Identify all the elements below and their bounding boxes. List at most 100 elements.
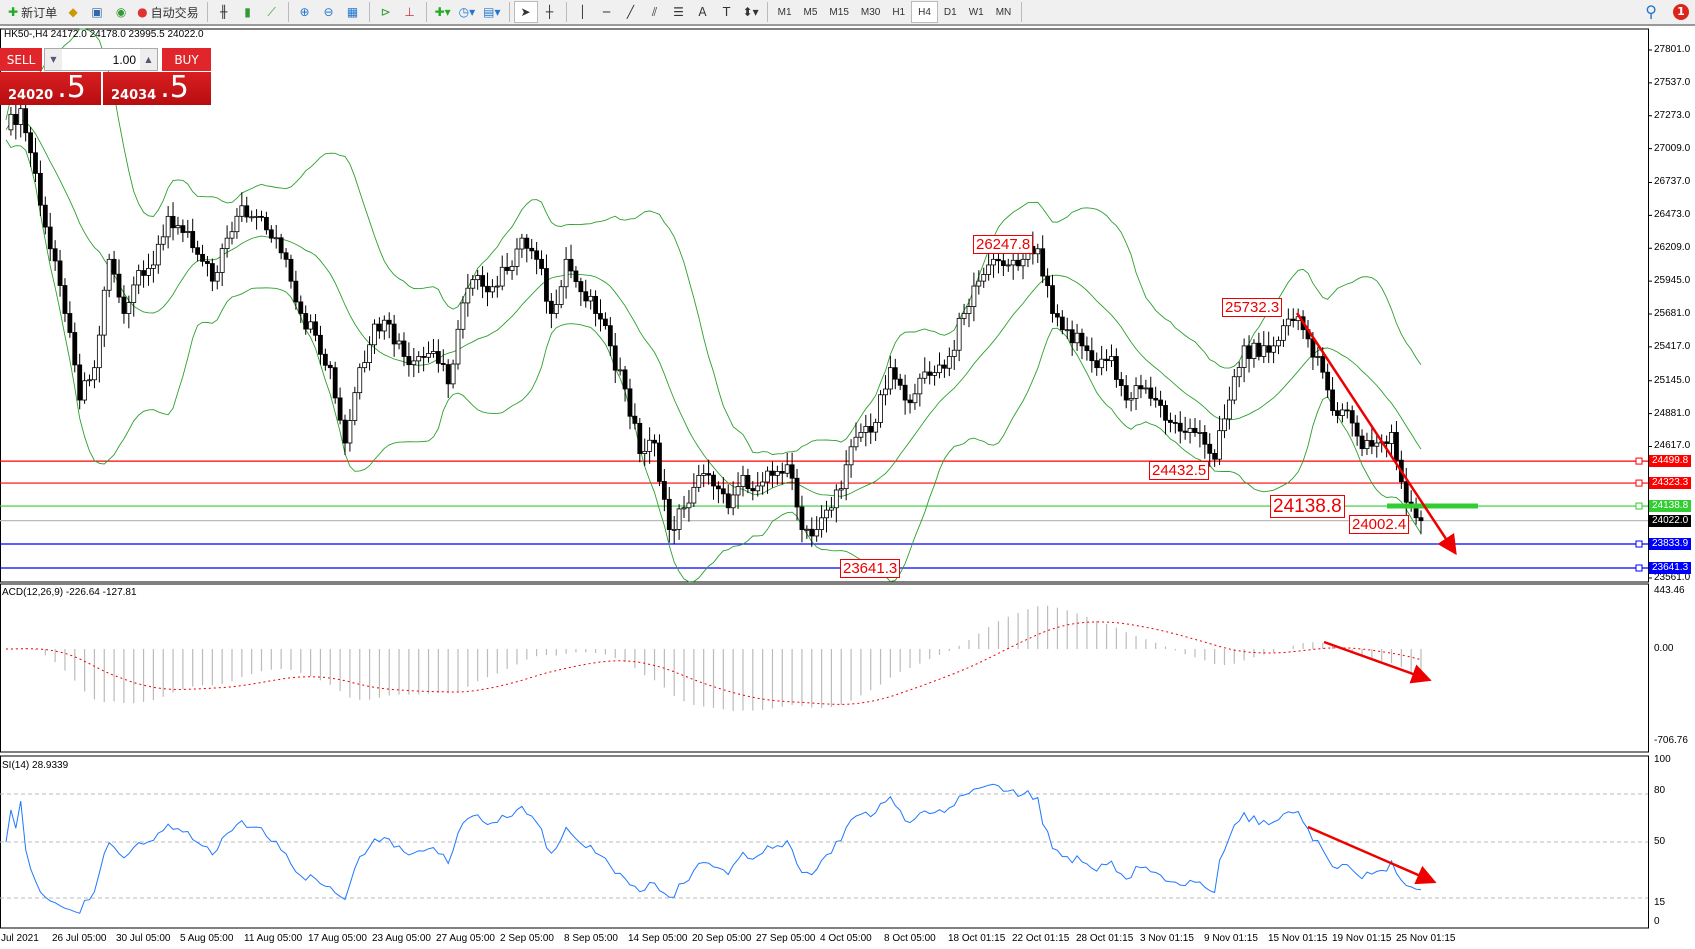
candle-body [249,216,255,219]
candle-body [622,369,628,390]
candle-body [283,252,289,260]
candle-body [519,237,525,250]
candlestick-button[interactable]: ▮ [236,1,260,23]
candle-body [435,351,441,364]
buy-price[interactable]: 24034.5 [103,72,211,105]
separator [1021,2,1023,22]
zoom-out-button[interactable]: ⊖ [317,1,341,23]
indicators-button[interactable]: ✚▾ [431,1,455,23]
fibonacci-fan-button[interactable]: ⫽ [643,1,667,23]
candle-body [18,108,24,125]
separator [287,2,289,22]
vertical-line-button[interactable]: │ [571,1,595,23]
candle-body [922,371,928,379]
candle-body [1202,432,1208,445]
candle-body [1059,316,1065,331]
increase-lot-button[interactable]: ▲ [140,49,157,70]
buy-button[interactable]: BUY [162,48,211,71]
time-axis-label: 11 Aug 05:00 [244,933,303,944]
candle-body [1187,427,1193,433]
trendline-button[interactable]: ╱ [619,1,643,23]
candle-body [1251,342,1257,359]
candle-body [912,393,918,404]
text-label-button[interactable]: T [715,1,739,23]
lot-size-input[interactable]: ▼ 1.00 ▲ [44,48,158,71]
candle-body [593,295,598,314]
candle-body [205,260,210,264]
candle-body [1325,371,1331,391]
candle-body [553,304,559,314]
candle-body [185,231,191,233]
candle-body [1212,452,1218,460]
templates-button[interactable]: ▤▾ [479,1,504,23]
time-axis-label: 28 Oct 01:15 [1076,933,1134,944]
candle-body [87,379,92,382]
lot-value[interactable]: 1.00 [112,52,136,67]
arrows-button[interactable]: ⬍▾ [739,1,763,23]
zoom-in-button[interactable]: ⊕ [293,1,317,23]
tile-windows-button[interactable]: ▦ [341,1,365,23]
candle-body [342,419,348,444]
candle-body [72,332,78,366]
candle-body [318,334,323,355]
chart-shift-button[interactable]: ⊳ [374,1,398,23]
candle-body [789,464,795,479]
search-icon[interactable]: ⚲ [1645,2,1657,21]
candle-body [62,285,68,314]
periods-button[interactable]: ◷▾ [455,1,480,23]
annotation-high-2: 25732.3 [1222,298,1283,317]
candle-body [150,264,156,269]
candle-body [883,388,888,396]
signals-button[interactable]: ◉ [109,1,133,23]
candle-body [57,260,63,286]
timeframe-mn[interactable]: MN [995,6,1012,18]
notification-badge[interactable]: 1 [1673,3,1689,20]
timeframe-m15[interactable]: M15 [829,6,849,18]
candle-body [327,364,333,369]
time-axis-label: 14 Sep 05:00 [628,933,688,944]
cursor-button[interactable]: ➤ [513,1,538,23]
candle-body [426,353,431,358]
candle-body [514,248,520,267]
horizontal-line-button[interactable]: ─ [595,1,619,23]
bar-chart-button[interactable]: ╫ [212,1,236,23]
decrease-lot-button[interactable]: ▼ [45,49,62,70]
chart-area[interactable] [0,27,1695,949]
timeframe-h1[interactable]: H1 [892,6,906,18]
timeframe-m30[interactable]: M30 [860,6,881,18]
sell-button[interactable]: SELL [0,48,42,71]
one-click-trading-panel: SELL ▼ 1.00 ▲ BUY 24020.5 24034.5 [0,48,211,105]
time-axis-label: 8 Sep 05:00 [564,933,618,944]
market-watch-button[interactable]: ◆ [61,1,85,23]
sell-price[interactable]: 24020.5 [0,72,101,105]
candle-body [1089,350,1095,362]
timeframe-d1[interactable]: D1 [943,6,957,18]
new-order-button[interactable]: ✚ 新订单 [8,5,58,20]
text-button[interactable]: A [691,1,715,23]
line-chart-button[interactable]: ⟋ [260,1,284,23]
bar-chart-icon: ╫ [219,5,228,19]
candle-body [814,529,820,537]
candle-body [1074,332,1080,344]
navigator-button[interactable]: ▣ [85,1,109,23]
price-level-tag: 24022.0 [1649,514,1691,527]
candle-body [406,356,412,366]
candle-body [219,248,225,273]
candle-body [706,473,711,476]
candle-body [647,439,653,452]
time-axis-label: 27 Aug 05:00 [436,933,495,944]
autoscroll-button[interactable]: ⊥ [398,1,422,23]
candle-body [809,528,815,537]
candle-body [175,225,181,229]
candle-body [121,296,127,314]
timeframe-h4[interactable]: H4 [911,1,938,23]
rsi-axis-label: 15 [1654,897,1666,908]
auto-trading-button[interactable]: ● 自动交易 [137,5,199,20]
candle-body [411,360,417,366]
price-axis-label: 25681.0 [1654,308,1691,319]
crosshair-button[interactable]: ┼ [538,1,562,23]
timeframe-m1[interactable]: M1 [777,6,792,18]
timeframe-w1[interactable]: W1 [968,6,984,18]
fibonacci-button[interactable]: ☰ [667,1,691,23]
timeframe-m5[interactable]: M5 [803,6,818,18]
